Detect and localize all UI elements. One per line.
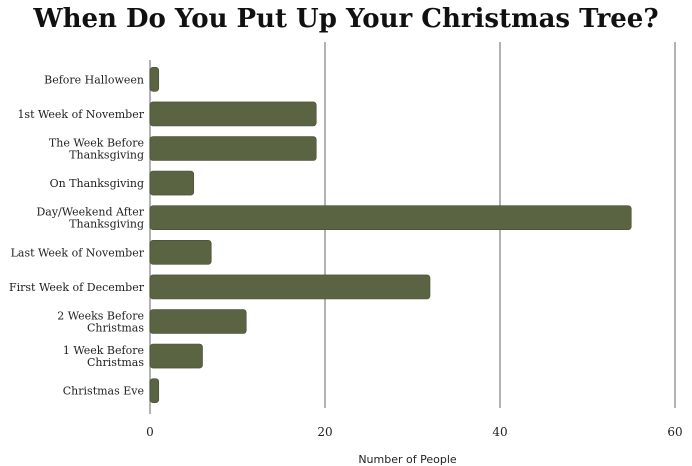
- x-tick-label: 20: [317, 425, 332, 439]
- bar: [149, 101, 317, 127]
- bar: [149, 67, 160, 92]
- bar: [149, 240, 212, 265]
- category-label: Last Week of November: [11, 246, 145, 259]
- bar: [149, 136, 317, 161]
- category-label: Day/Weekend After Thanksgiving: [36, 206, 144, 231]
- category-label: Before Halloween: [44, 73, 144, 86]
- bar: [149, 309, 247, 334]
- bar: [149, 378, 160, 404]
- category-label: 1st Week of November: [17, 108, 144, 121]
- category-label: 1 Week Before Christmas: [63, 344, 145, 369]
- category-label: The Week Before Thanksgiving: [49, 137, 144, 162]
- x-tick-label: 40: [492, 425, 507, 439]
- bar: [149, 170, 195, 196]
- category-label: Christmas Eve: [63, 385, 144, 398]
- category-label: 2 Weeks Before Christmas: [57, 310, 144, 335]
- category-label: On Thanksgiving: [50, 177, 144, 190]
- category-label: First Week of December: [9, 281, 145, 294]
- bar: [149, 205, 632, 230]
- x-axis-label: Number of People: [358, 453, 457, 466]
- bar: [149, 343, 203, 369]
- x-tick-label: 0: [146, 425, 154, 439]
- bar: [149, 274, 431, 300]
- chart-title: When Do You Put Up Your Christmas Tree?: [33, 4, 659, 34]
- x-tick-label: 60: [667, 425, 682, 439]
